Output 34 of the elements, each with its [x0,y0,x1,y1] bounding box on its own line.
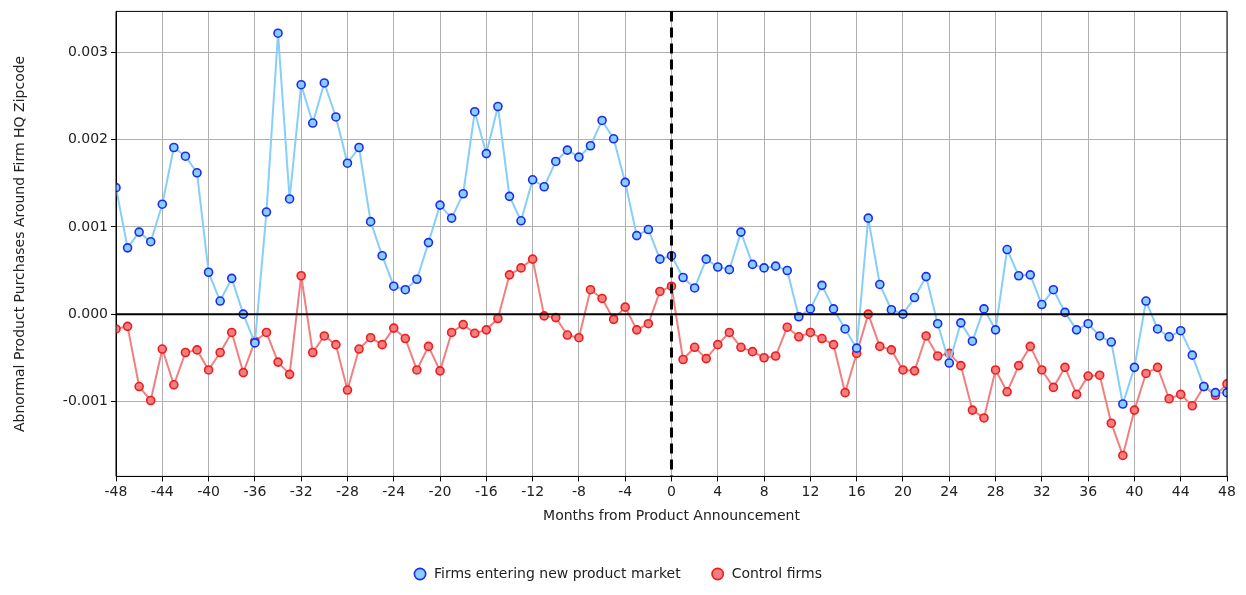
x-tick-label: 32 [1032,483,1051,500]
legend-label: Control firms [731,564,822,581]
x-tick-label: 44 [1171,483,1190,500]
y-tick-label: -0.001 [62,392,108,409]
x-axis-title: Months from Product Announcement [543,507,801,524]
legend-label: Firms entering new product market [434,564,682,581]
x-tick-label: 24 [940,483,959,500]
x-tick-label: 48 [1218,483,1236,500]
y-tick-label: 0.003 [67,43,108,60]
x-tick-label: -32 [289,483,313,500]
y-tick-label: 0.002 [67,130,108,147]
x-tick-label: 8 [759,483,769,500]
x-tick-label: 36 [1079,483,1098,500]
x-tick-label: -20 [428,483,452,500]
x-tick-label: -16 [474,483,498,500]
x-tick-label: 4 [713,483,723,500]
x-tick-label: 40 [1125,483,1144,500]
x-tick-label: -8 [571,483,586,500]
x-tick-label: 28 [986,483,1005,500]
x-tick-label: -44 [150,483,174,500]
x-tick-label: -4 [618,483,633,500]
x-tick-label: -28 [336,483,359,500]
y-axis-title: Abnormal Product Purchases Around Firm HQ Zipcode [11,55,28,433]
x-tick-label: -12 [521,483,545,500]
x-tick-label: -36 [243,483,267,500]
x-tick-label: 0 [667,483,676,500]
x-tick-label: 16 [847,483,866,500]
y-tick-label: 0.000 [67,304,108,321]
x-tick-label: -24 [382,483,406,500]
x-tick-label: 20 [894,483,912,500]
x-tick-label: -40 [197,483,221,500]
x-tick-label: 12 [801,483,820,500]
y-tick-label: 0.001 [67,217,108,234]
x-tick-label: -48 [104,483,128,500]
